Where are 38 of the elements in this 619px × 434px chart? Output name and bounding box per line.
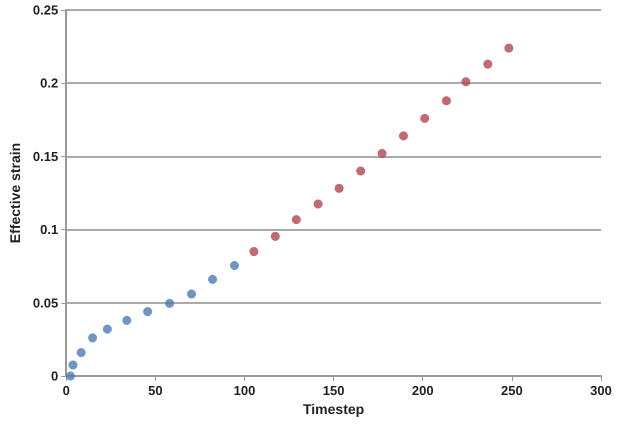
y-tick-label: 0.2 (40, 76, 58, 91)
x-tick-label: 0 (62, 383, 70, 398)
y-tick-label: 0.25 (32, 2, 58, 18)
point (122, 316, 132, 325)
y-tick-label: 0.05 (32, 295, 58, 310)
point (68, 360, 78, 370)
point (334, 184, 344, 193)
point (88, 333, 98, 342)
x-tick-label: 250 (501, 383, 523, 398)
point (270, 232, 280, 241)
point (249, 247, 258, 256)
point (378, 148, 387, 158)
y-tick-label: 0.1 (40, 222, 58, 238)
y-tick-label: 0.15 (32, 148, 58, 164)
point (187, 290, 196, 299)
point (504, 44, 514, 53)
point (314, 199, 323, 208)
point (102, 324, 112, 334)
x-tick-label: 150 (322, 383, 344, 398)
point (483, 60, 492, 69)
y-tick-label: 0 (50, 368, 58, 384)
point (230, 260, 239, 270)
point (208, 274, 218, 284)
point (461, 77, 470, 86)
point (165, 298, 174, 308)
x-tick-label: 300 (590, 383, 612, 398)
x-tick-label: 50 (148, 383, 163, 398)
point (143, 307, 152, 316)
point (356, 166, 366, 176)
point (398, 131, 408, 140)
x-tick-label: 200 (412, 383, 434, 398)
x-axis-title: Timestep (302, 401, 364, 417)
x-tick-label: 100 (234, 383, 256, 398)
y-axis-title: Effective strain (7, 142, 23, 244)
point (292, 215, 301, 224)
point (76, 348, 86, 358)
point (420, 114, 430, 123)
point (442, 96, 451, 106)
